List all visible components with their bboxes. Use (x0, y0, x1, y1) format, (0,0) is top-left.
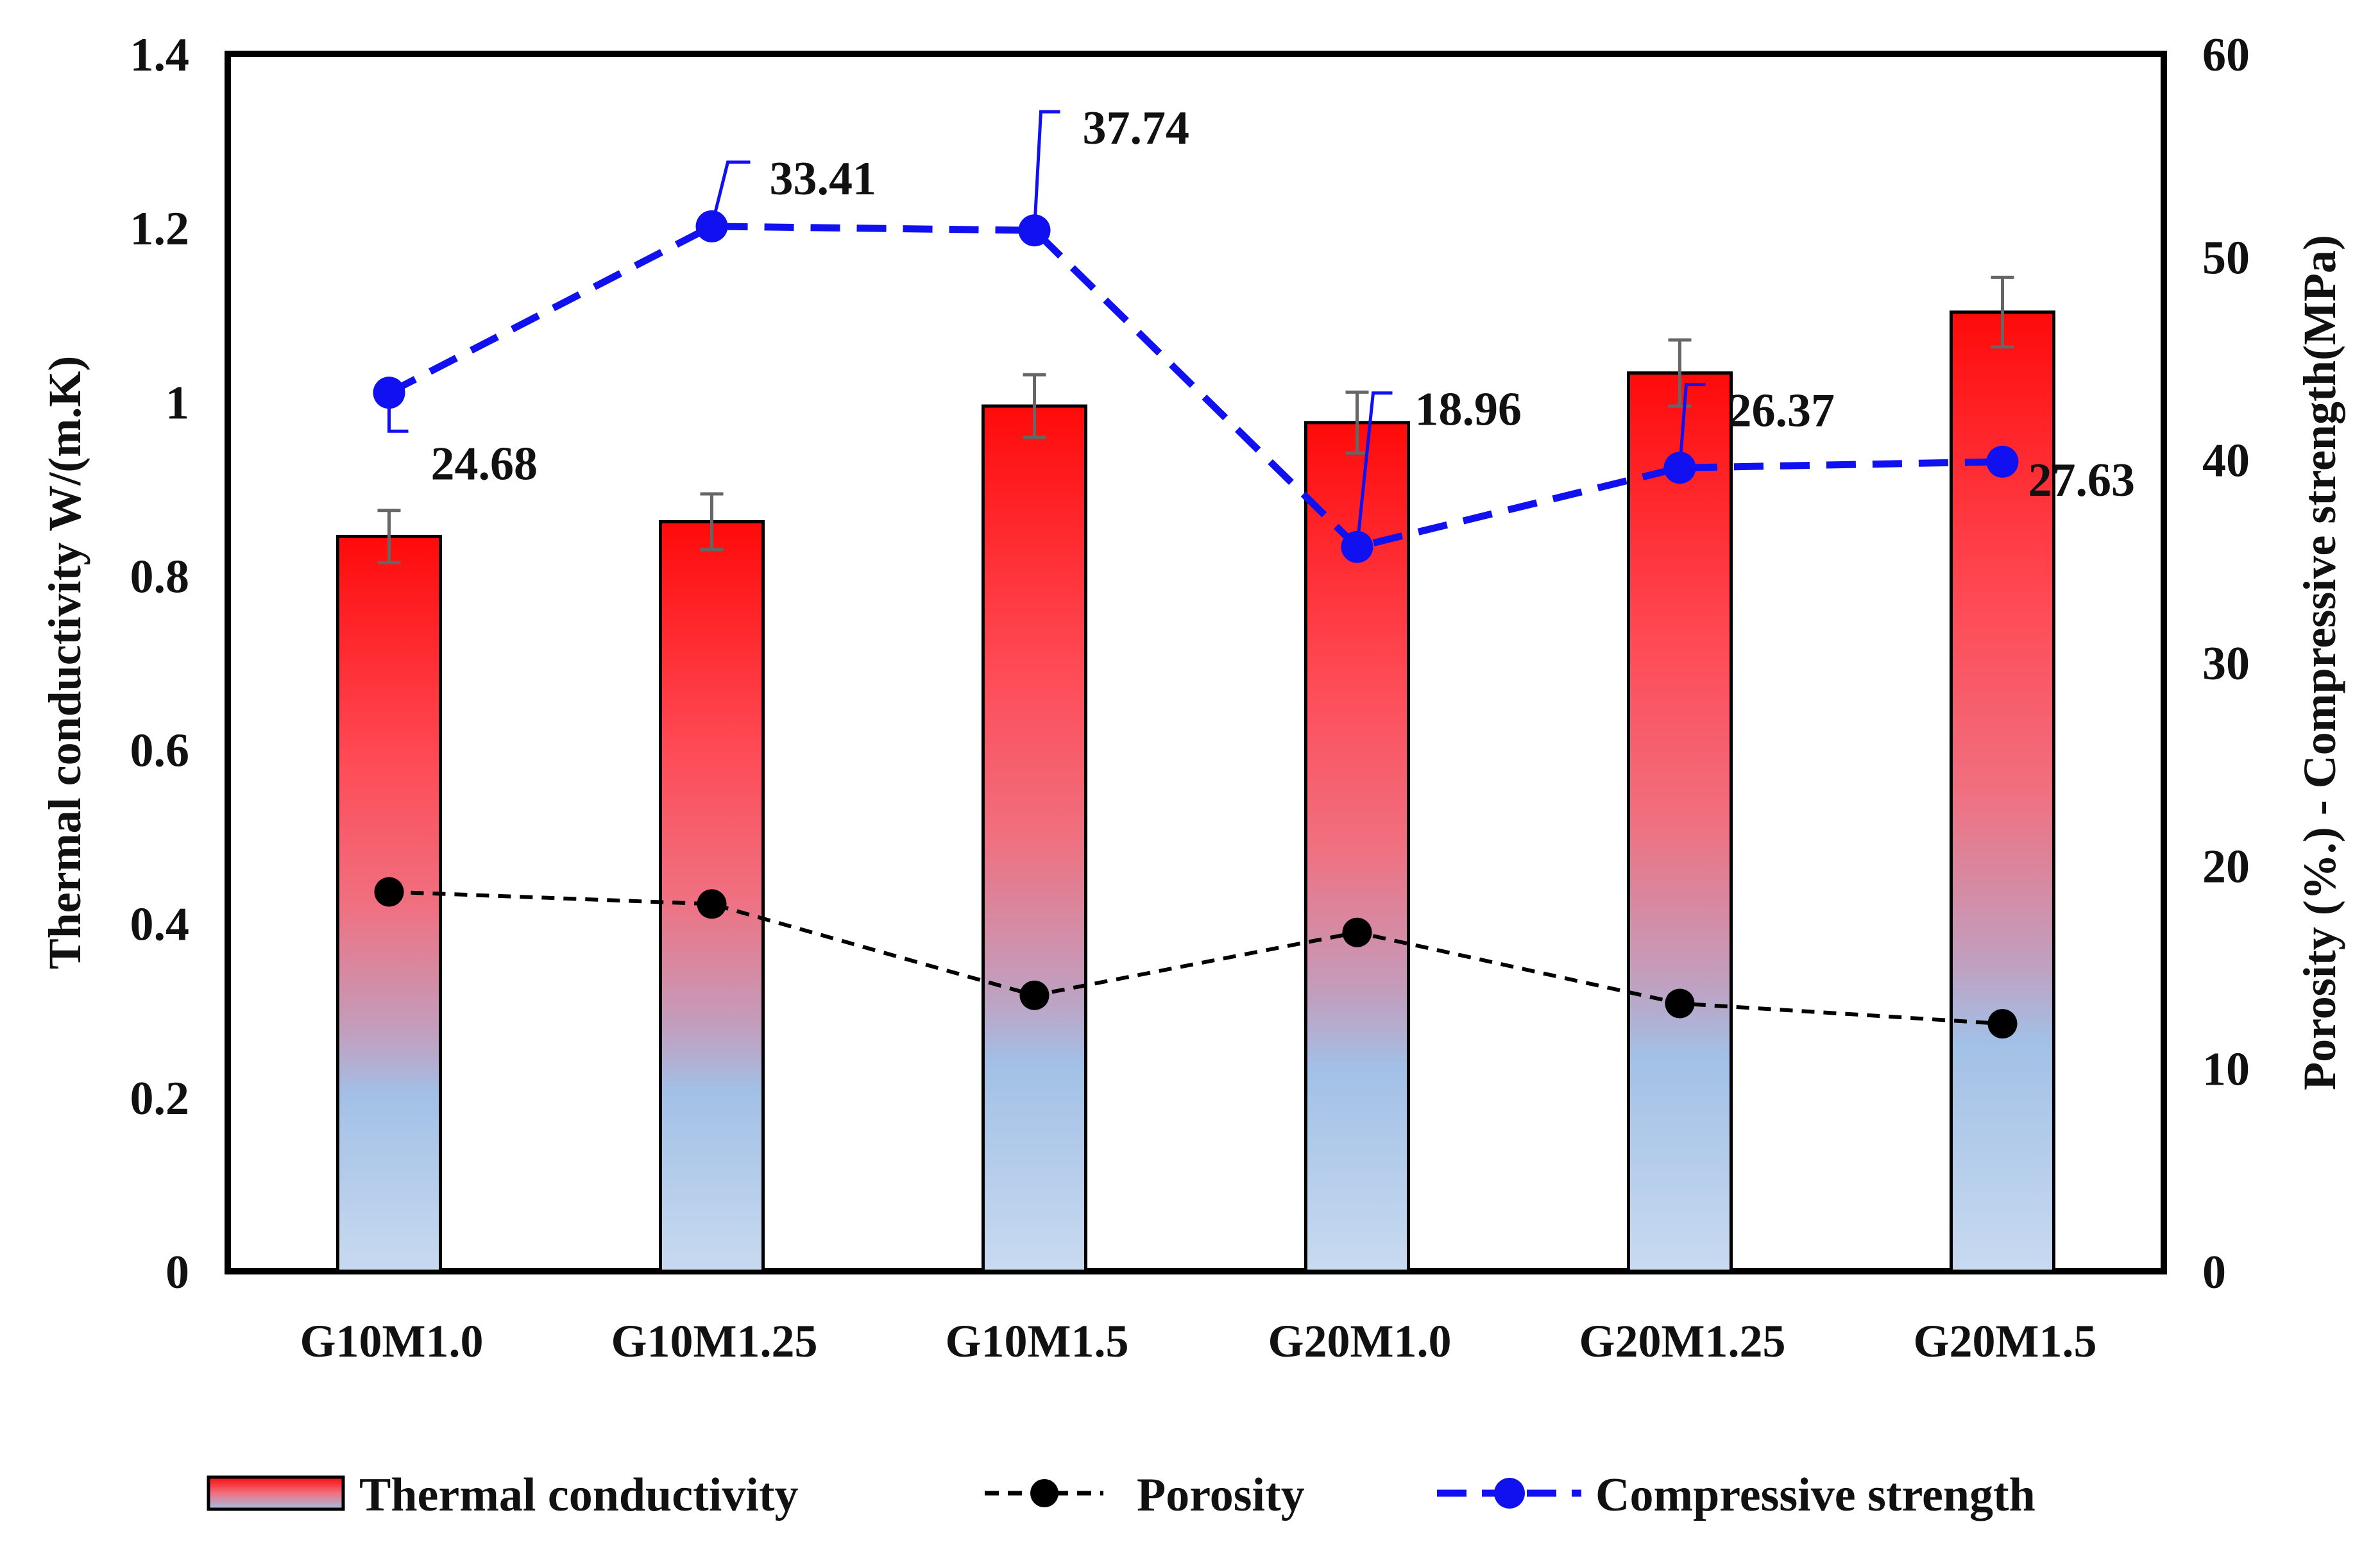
strength-data-label: 27.63 (2028, 454, 2136, 507)
porosity-point (1342, 917, 1372, 947)
strength-label-leader (710, 160, 751, 227)
y-left-axis-title: Thermal conductivity W/(m.K) (39, 356, 90, 970)
strength-data-labels: 24.68 33.41 37.74 18.96 26.37 27.63 (387, 102, 2136, 547)
bar-thermal-conductivity (982, 404, 1087, 1273)
y-right-ticks: 0 10 20 30 40 50 60 (2202, 29, 2250, 1299)
plot-area (225, 51, 2167, 1274)
legend: Thermal conductivity Porosity Compressiv… (207, 1469, 2036, 1521)
category-labels: G10M1.0 G10M1.25 G10M1.5 G20M1.0 G20M1.25 G20… (300, 1316, 2097, 1367)
y-left-tick-label: 1 (166, 377, 189, 429)
y-left-tick-label: 1.2 (130, 203, 190, 255)
y-left-tick-label: 0.2 (130, 1072, 190, 1125)
strength-data-label: 26.37 (1728, 384, 1835, 437)
y-left-ticks: 0 0.2 0.4 0.6 0.8 1 1.2 1.4 (130, 29, 190, 1299)
bar-thermal-conductivity (1950, 310, 2055, 1273)
legend-swatch-thermal (207, 1475, 345, 1511)
y-left-tick-label: 1.4 (130, 29, 190, 81)
porosity-line (389, 890, 2003, 1026)
porosity-series (374, 877, 2018, 1039)
x-category-label: G10M1.0 (300, 1316, 484, 1367)
strength-data-label: 18.96 (1415, 384, 1522, 436)
bars (336, 310, 2055, 1273)
strength-label-leader (1356, 391, 1393, 547)
y-left-tick-label: 0.4 (130, 899, 190, 951)
strength-data-label: 24.68 (431, 437, 538, 490)
strength-data-label: 37.74 (1083, 102, 1190, 155)
legend-label-porosity: Porosity (1137, 1469, 1305, 1521)
strength-label-leader (387, 393, 409, 433)
y-left-tick-label: 0 (166, 1246, 189, 1299)
x-category-label: G20M1.5 (1914, 1316, 2097, 1367)
y-right-axis-title: Porosity (%.) - Compressive strength(MPa… (2294, 235, 2345, 1090)
strength-line (387, 223, 2003, 551)
y-right-tick-label: 0 (2202, 1246, 2226, 1299)
porosity-point (697, 889, 727, 919)
y-right-tick-label: 50 (2202, 232, 2250, 284)
y-left-tick-label: 0.8 (130, 550, 190, 603)
x-category-label: G20M1.0 (1268, 1316, 1452, 1367)
legend-label-thermal: Thermal conductivity (359, 1469, 798, 1521)
y-right-tick-label: 20 (2202, 840, 2250, 893)
y-right-tick-label: 60 (2202, 29, 2250, 81)
y-right-tick-label: 10 (2202, 1044, 2250, 1096)
strength-label-leader (1678, 382, 1706, 468)
strength-point (1986, 445, 2019, 478)
x-category-label: G20M1.25 (1579, 1316, 1786, 1367)
porosity-point (374, 877, 404, 907)
porosity-point (1987, 1009, 2018, 1039)
y-right-tick-label: 40 (2202, 435, 2250, 487)
porosity-point (1665, 988, 1695, 1019)
error-bars (377, 275, 2014, 564)
y-right-tick-label: 30 (2202, 638, 2250, 690)
legend-marker-porosity (1030, 1479, 1058, 1507)
legend-label-strength: Compressive strength (1595, 1469, 2036, 1521)
x-category-label: G10M1.25 (611, 1316, 818, 1367)
bar-thermal-conductivity (1627, 371, 1733, 1273)
y-left-tick-label: 0.6 (130, 725, 190, 777)
x-category-label: G10M1.5 (946, 1316, 1129, 1367)
legend-marker-strength (1494, 1478, 1525, 1509)
strength-data-label: 33.41 (770, 153, 877, 205)
porosity-point (1019, 980, 1050, 1010)
strength-label-leader (1033, 110, 1060, 231)
